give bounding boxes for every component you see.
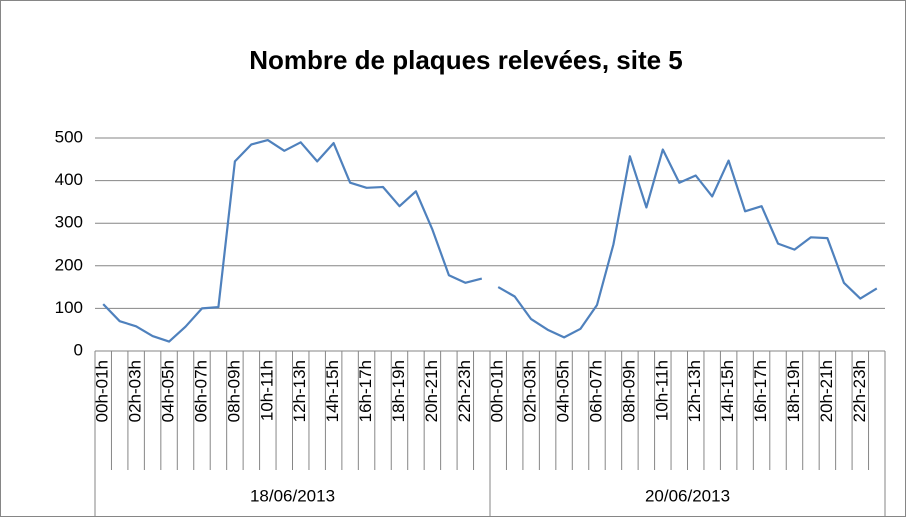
- y-tick-label: 400: [55, 170, 83, 189]
- x-tick-label: 08h-09h: [619, 360, 638, 422]
- data-line: [102, 139, 483, 343]
- x-tick-label: 20h-21h: [817, 360, 836, 422]
- group-label: 18/06/2013: [250, 486, 335, 505]
- x-tick-label: 20h-21h: [422, 360, 441, 422]
- x-tick-label: 18h-19h: [784, 360, 803, 422]
- x-tick-label: 04h-05h: [159, 360, 178, 422]
- y-tick-label: 0: [74, 340, 83, 359]
- y-tick-label: 300: [55, 213, 83, 232]
- x-tick-label: 00h-01h: [93, 360, 112, 422]
- data-line: [497, 148, 878, 339]
- x-tick-label: 06h-07h: [586, 360, 605, 422]
- x-tick-label: 22h-23h: [850, 360, 869, 422]
- x-tick-label: 12h-13h: [685, 360, 704, 422]
- x-tick-label: 16h-17h: [751, 360, 770, 422]
- x-tick-label: 06h-07h: [191, 360, 210, 422]
- x-tick-label: 18h-19h: [389, 360, 408, 422]
- x-tick-label: 10h-11h: [652, 360, 671, 421]
- x-tick-label: 12h-13h: [290, 360, 309, 422]
- y-tick-label: 200: [55, 255, 83, 274]
- x-tick-label: 14h-15h: [718, 360, 737, 422]
- x-tick-label: 04h-05h: [554, 360, 573, 422]
- y-tick-label: 100: [55, 298, 83, 317]
- x-tick-label: 02h-03h: [126, 360, 145, 422]
- x-tick-label: 08h-09h: [224, 360, 243, 422]
- y-tick-label: 500: [55, 127, 83, 146]
- x-tick-label: 16h-17h: [356, 360, 375, 422]
- x-tick-label: 14h-15h: [323, 360, 342, 422]
- group-label: 20/06/2013: [645, 486, 730, 505]
- x-tick-label: 22h-23h: [455, 360, 474, 422]
- x-tick-label: 00h-01h: [488, 360, 507, 422]
- chart-title: Nombre de plaques relevées, site 5: [249, 45, 683, 75]
- x-tick-label: 10h-11h: [257, 360, 276, 421]
- x-tick-label: 02h-03h: [521, 360, 540, 422]
